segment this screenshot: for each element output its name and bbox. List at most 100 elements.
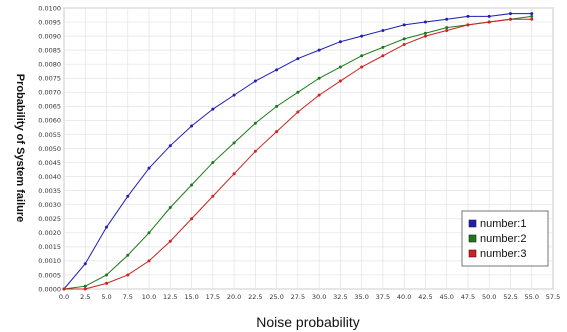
y-tick-label: 0.0000 [38, 285, 61, 293]
x-tick-label: 12.5 [163, 293, 177, 301]
x-tick-label: 2.5 [80, 293, 90, 301]
data-point [360, 54, 364, 58]
data-point [253, 149, 257, 153]
data-point [105, 273, 109, 277]
data-point [147, 259, 151, 263]
data-point [253, 121, 257, 125]
legend-marker [468, 219, 477, 228]
data-point [147, 231, 151, 235]
x-tick-label: 15.0 [184, 293, 198, 301]
x-tick-labels: 0.0 2.5 5.0 7.5 10.0 12.5 15.0 17.5 20.0 22.5 25.0… [59, 293, 560, 301]
data-point [83, 262, 87, 266]
x-tick-label: 55.0 [524, 293, 538, 301]
x-tick-label: 30.0 [312, 293, 326, 301]
data-point [466, 23, 470, 27]
legend-label: number:2 [480, 233, 526, 245]
data-point [168, 144, 172, 148]
data-point [296, 110, 300, 114]
y-tick-labels: 0.0000 0.0005 0.0010 0.0015 0.0020 0.0025 0.00… [38, 4, 61, 293]
y-tick-label: 0.0075 [38, 75, 61, 83]
data-point [211, 194, 215, 198]
y-tick-label: 0.0010 [38, 257, 61, 265]
data-point [508, 12, 512, 16]
data-point [275, 104, 279, 108]
legend-label: number:1 [480, 218, 526, 230]
data-point [105, 281, 109, 285]
data-point [126, 253, 130, 257]
data-point [105, 225, 109, 229]
data-point [360, 65, 364, 69]
y-tick-label: 0.0065 [38, 103, 61, 111]
data-point [296, 57, 300, 61]
legend-label: number:3 [480, 248, 526, 260]
data-point [423, 31, 427, 35]
data-point [62, 287, 66, 291]
x-tick-label: 35.0 [354, 293, 368, 301]
data-point [423, 34, 427, 38]
y-tick-label: 0.0035 [38, 187, 61, 195]
x-tick-label: 10.0 [142, 293, 156, 301]
y-tick-label: 0.0040 [38, 173, 61, 181]
y-axis-label: Probability of System failure [14, 74, 26, 223]
x-tick-label: 47.5 [461, 293, 475, 301]
x-tick-label: 17.5 [206, 293, 220, 301]
x-tick-label: 52.5 [503, 293, 517, 301]
data-point [232, 172, 236, 176]
x-tick-label: 45.0 [439, 293, 453, 301]
x-axis-label: Noise probability [256, 314, 360, 330]
x-tick-label: 0.0 [59, 293, 69, 301]
grid-lines [63, 7, 554, 290]
data-point [190, 217, 194, 221]
y-tick-label: 0.0050 [38, 145, 61, 153]
data-point [232, 93, 236, 97]
x-tick-label: 20.0 [227, 293, 241, 301]
data-point [445, 28, 449, 32]
x-tick-label: 57.5 [546, 293, 560, 301]
data-point [402, 23, 406, 27]
data-point [530, 12, 534, 16]
data-point [487, 20, 491, 24]
data-point [83, 284, 87, 288]
x-tick-label: 5.0 [101, 293, 111, 301]
data-point [83, 287, 87, 291]
series-lines [62, 12, 534, 291]
data-point [466, 14, 470, 18]
data-point [317, 76, 321, 80]
data-point [190, 183, 194, 187]
y-tick-label: 0.0055 [38, 131, 61, 139]
x-tick-label: 37.5 [376, 293, 390, 301]
data-point [402, 43, 406, 47]
data-point [317, 93, 321, 97]
data-point [275, 130, 279, 134]
data-point [338, 79, 342, 83]
data-point [381, 45, 385, 49]
y-tick-label: 0.0095 [38, 18, 61, 26]
y-tick-label: 0.0090 [38, 32, 61, 40]
x-tick-label: 32.5 [333, 293, 347, 301]
legend-marker [468, 234, 477, 243]
data-point [338, 40, 342, 44]
x-tick-label: 50.0 [482, 293, 496, 301]
data-point [190, 124, 194, 128]
data-point [317, 48, 321, 52]
x-tick-label: 7.5 [123, 293, 133, 301]
y-tick-label: 0.0020 [38, 229, 61, 237]
y-tick-label: 0.0080 [38, 61, 61, 69]
data-point [275, 68, 279, 72]
data-point [445, 26, 449, 30]
x-tick-label: 40.0 [397, 293, 411, 301]
y-tick-label: 0.0005 [38, 271, 61, 279]
legend-marker [468, 249, 477, 258]
data-point [232, 141, 236, 145]
legend-box [461, 210, 549, 267]
data-point [253, 79, 257, 83]
data-point [338, 65, 342, 69]
data-point [423, 20, 427, 24]
data-point [508, 17, 512, 21]
y-tick-label: 0.0045 [38, 159, 61, 167]
data-point [381, 54, 385, 58]
x-tick-label: 42.5 [418, 293, 432, 301]
data-point [147, 166, 151, 170]
y-tick-label: 0.0030 [38, 201, 61, 209]
